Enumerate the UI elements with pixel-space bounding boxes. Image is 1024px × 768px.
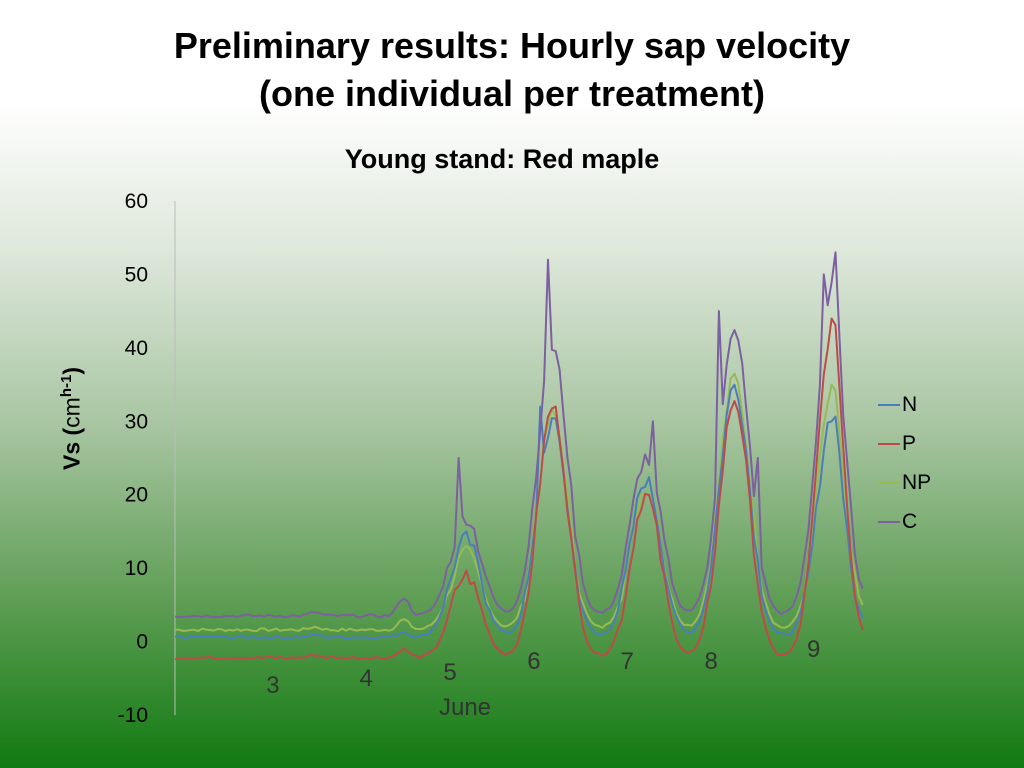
slide-title: Preliminary results: Hourly sap velocity…	[0, 22, 1024, 118]
day-label-5: 5	[443, 659, 456, 686]
legend-label-np: NP	[902, 470, 932, 494]
y-tick-label: -10	[118, 704, 148, 727]
day-label-3: 3	[266, 672, 279, 699]
y-tick-label: 40	[125, 337, 148, 360]
legend-item-p: P	[878, 424, 931, 463]
legend-swatch-p	[878, 442, 900, 445]
legend-item-np: NP	[878, 463, 931, 502]
y-axis-label-main: Vs (	[58, 427, 85, 470]
chart-title: Young stand: Red maple	[344, 144, 660, 174]
legend-label-p: P	[902, 431, 917, 455]
y-axis-label-unit: cm	[58, 397, 85, 428]
x-axis-label: June	[439, 694, 491, 721]
legend-swatch-n	[878, 403, 900, 406]
y-tick-label: 20	[125, 484, 148, 507]
y-tick-label: 30	[125, 410, 148, 433]
y-axis-label-sup: h-1	[58, 374, 75, 398]
day-label-9: 9	[807, 636, 820, 663]
y-axis-label: Vs (cmh-1)	[58, 367, 86, 470]
legend-label-n: N	[902, 392, 918, 416]
day-label-6: 6	[527, 648, 540, 675]
chart-legend: N P NP C	[878, 385, 931, 541]
y-axis-ticks: 60 50 40 30 20 10 0 -10	[118, 190, 148, 727]
slide-title-line2: (one individual per treatment)	[258, 73, 766, 114]
y-tick-label: 10	[125, 557, 148, 580]
day-labels: 3 4 5 6 7 8 9	[266, 636, 820, 699]
legend-item-n: N	[878, 385, 931, 424]
series-line-p	[174, 317, 864, 661]
day-label-4: 4	[359, 665, 372, 692]
legend-swatch-np	[878, 481, 900, 484]
y-tick-label: 60	[125, 190, 148, 213]
day-label-8: 8	[704, 648, 717, 675]
y-tick-label: 50	[125, 263, 148, 286]
y-axis-label-close: )	[58, 366, 85, 375]
series-lines	[174, 251, 864, 661]
legend-item-c: C	[878, 502, 931, 541]
slide-title-line1: Preliminary results: Hourly sap velocity	[173, 25, 851, 66]
legend-swatch-c	[878, 520, 900, 523]
day-label-7: 7	[621, 648, 634, 675]
legend-label-c: C	[902, 509, 918, 533]
series-line-c	[174, 251, 864, 619]
y-tick-label: 0	[136, 631, 148, 654]
